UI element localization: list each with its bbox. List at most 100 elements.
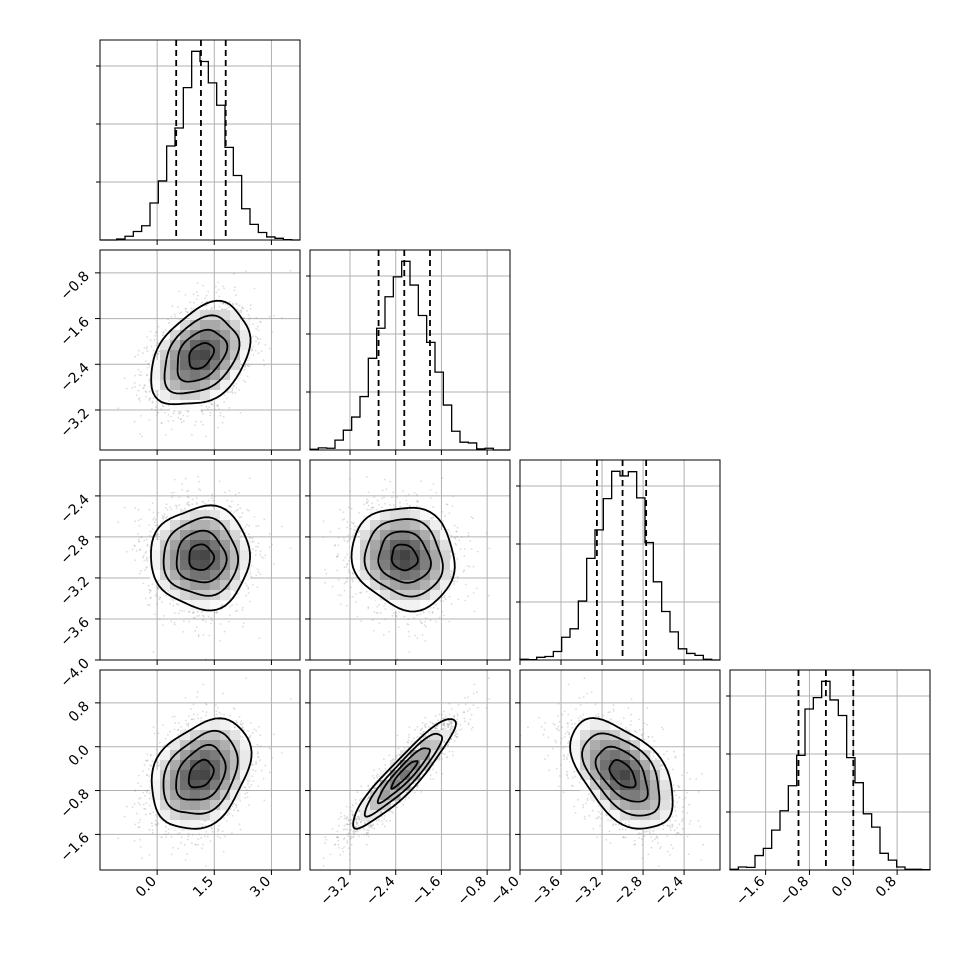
scatter-point [229,614,232,616]
scatter-point [250,348,253,350]
density-block [190,380,201,391]
panel-contents [322,475,491,660]
scatter-point [157,524,160,527]
scatter-point [206,408,209,410]
scatter-point [260,556,263,558]
scatter-point [215,612,218,614]
scatter-point [196,610,199,613]
scatter-point [184,477,187,480]
scatter-point [246,523,248,526]
scatter-point [156,587,159,589]
density-block [190,590,201,601]
scatter-point [183,620,185,622]
scatter-point [244,365,247,368]
scatter-point [231,392,234,394]
scatter-point [246,584,248,587]
scatter-point [147,584,150,587]
scatter-point [259,321,262,324]
scatter-point [182,631,185,633]
scatter-point [259,338,261,340]
scatter-point [157,393,159,396]
scatter-point [144,360,147,362]
scatter-point [162,332,165,334]
scatter-point [137,532,139,535]
density-block [180,400,191,411]
scatter-point [253,287,256,290]
density-panel-0-2 [95,459,301,665]
scatter-point [162,517,164,519]
scatter-point [244,532,247,534]
scatter-point [229,391,232,393]
scatter-point [155,534,158,536]
scatter-point [399,505,402,508]
scatter-point [157,533,160,536]
scatter-point [167,413,170,416]
scatter-point [225,397,228,400]
density-block [190,600,201,611]
scatter-point [178,290,180,293]
scatter-point [146,566,148,568]
scatter-point [117,521,120,524]
scatter-point [173,612,176,614]
scatter-point [226,391,229,394]
scatter-point [142,352,144,354]
scatter-point [150,345,153,348]
scatter-point [202,618,205,621]
scatter-point [138,540,141,543]
scatter-point [196,615,198,617]
scatter-point [154,335,156,337]
scatter-point [233,289,236,292]
scatter-point [144,552,147,555]
density-block [180,340,191,351]
scatter-point [197,475,200,478]
density-block [240,540,251,551]
scatter-point [156,356,158,358]
scatter-point [235,294,238,296]
scatter-point [187,611,190,613]
scatter-point [158,350,160,353]
density-block [200,520,211,531]
scatter-point [202,284,205,287]
scatter-point [260,350,263,352]
scatter-point [148,390,151,393]
scatter-point [244,582,247,585]
scatter-point [204,502,207,505]
scatter-point [249,307,252,310]
scatter-point [154,409,157,411]
scatter-point [186,311,189,314]
density-block [160,390,171,401]
scatter-point [158,598,161,601]
scatter-point [249,304,252,307]
scatter-point [161,422,163,424]
scatter-point [456,576,459,578]
scatter-point [210,497,213,499]
histogram-step-2 [519,470,720,661]
scatter-point [123,506,126,509]
scatter-point [194,617,196,619]
scatter-point [187,410,190,413]
scatter-point [137,398,140,401]
scatter-point [192,611,194,614]
density-block [220,360,231,371]
scatter-point [175,507,178,509]
density-block [170,390,181,401]
density-block [170,380,181,391]
scatter-point [219,301,222,304]
density-block [210,530,221,541]
scatter-point [238,389,241,391]
density-block [150,370,161,381]
density-block [160,580,171,591]
scatter-point [407,623,410,626]
panel-frame [99,249,301,451]
scatter-point [184,307,187,310]
density-block [210,390,221,401]
density-contours [150,299,252,406]
scatter-point [137,519,140,522]
scatter-point [125,550,128,553]
scatter-point [197,635,200,638]
scatter-point [134,507,137,509]
scatter-point [253,516,256,518]
density-block [220,510,231,521]
density-block [180,510,191,521]
density-block [180,570,191,581]
